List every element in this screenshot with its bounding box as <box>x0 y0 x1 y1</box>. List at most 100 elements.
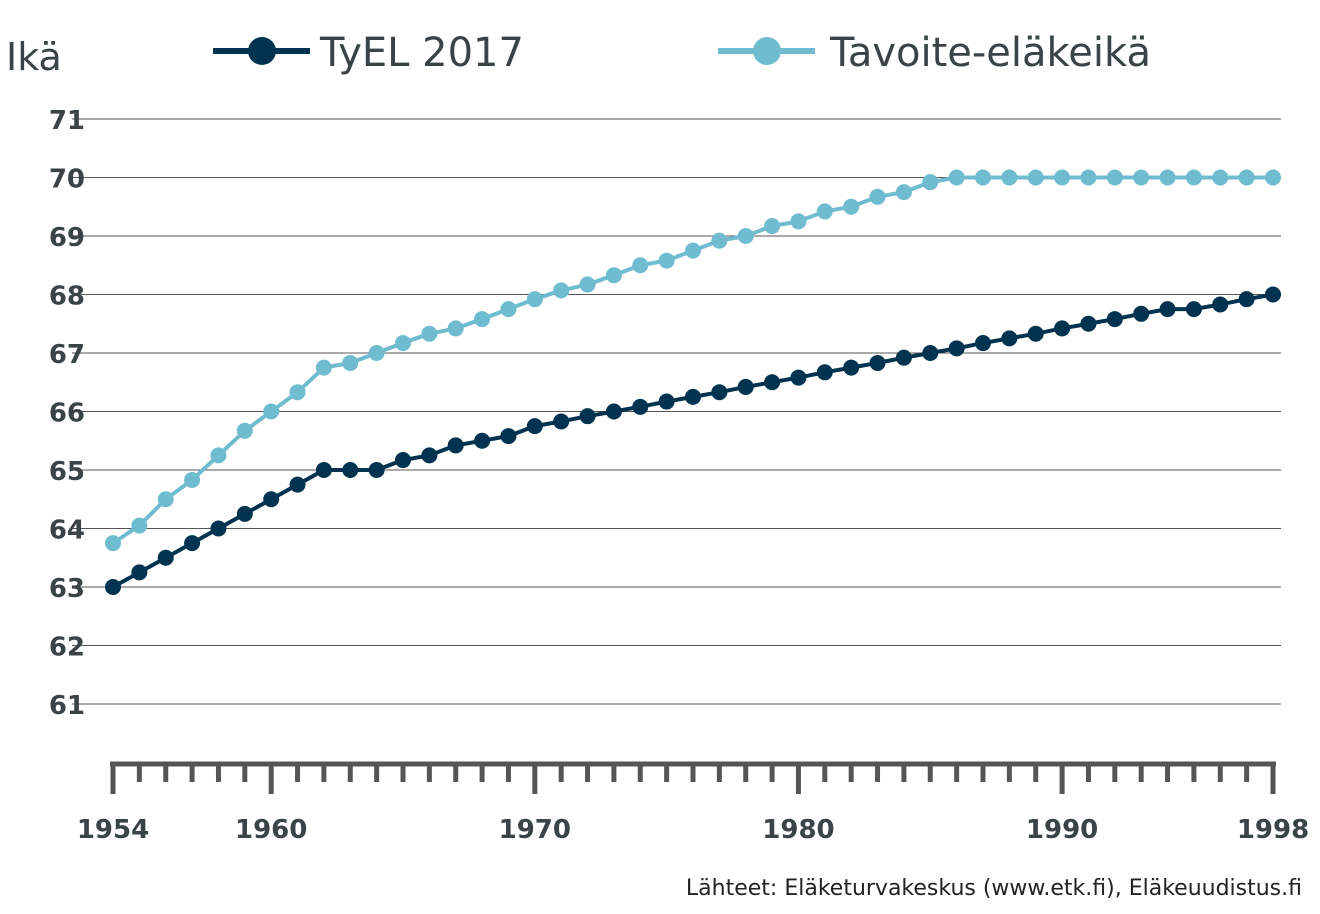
data-point <box>1212 296 1229 313</box>
data-point <box>1080 315 1097 332</box>
data-point <box>474 311 491 328</box>
legend-item-tavoite-elakeika: Tavoite-eläkeikä <box>718 30 1151 76</box>
data-point <box>500 428 517 445</box>
data-point <box>236 422 253 439</box>
data-point <box>843 359 860 376</box>
data-point <box>816 364 833 381</box>
data-point <box>342 462 359 478</box>
y-tick-label: 65 <box>49 457 85 487</box>
data-point <box>1001 169 1018 186</box>
data-point <box>1238 291 1255 308</box>
data-point <box>395 335 411 352</box>
data-point <box>790 213 807 230</box>
data-point <box>1054 169 1071 186</box>
series-line <box>112 292 1274 589</box>
gridlines <box>72 118 1281 705</box>
data-point <box>1185 301 1202 318</box>
data-point <box>553 282 570 299</box>
data-point <box>421 447 438 464</box>
data-point <box>395 452 411 469</box>
data-point <box>869 188 886 205</box>
data-point <box>210 447 227 464</box>
data-point <box>948 169 965 186</box>
data-point <box>579 408 596 425</box>
legend-marker <box>248 37 276 65</box>
y-tick-label: 71 <box>49 106 85 136</box>
data-point <box>1133 169 1150 186</box>
data-point <box>474 432 491 449</box>
data-point <box>447 320 464 337</box>
data-point <box>1159 301 1176 318</box>
y-tick-label: 70 <box>49 165 85 195</box>
data-point <box>263 403 280 420</box>
data-point <box>579 276 596 293</box>
data-point <box>526 418 543 435</box>
legend-item-tyel-2017: TyEL 2017 <box>213 30 524 76</box>
data-point <box>658 393 675 410</box>
data-point <box>1238 169 1255 186</box>
y-tick-label: 64 <box>49 516 85 546</box>
data-point <box>711 384 728 401</box>
data-point <box>553 413 570 430</box>
x-tick-label: 1980 <box>762 815 834 845</box>
data-point <box>764 374 781 391</box>
data-point <box>157 549 174 566</box>
data-point <box>895 184 912 201</box>
x-axis: 1954 1960 1970 1980 1990 1998 <box>77 761 1309 845</box>
data-point <box>737 378 754 395</box>
data-point <box>1265 169 1281 186</box>
y-tick-label: 61 <box>49 691 85 721</box>
data-point <box>368 345 385 361</box>
data-point <box>1001 330 1018 347</box>
data-point <box>869 354 886 371</box>
data-point <box>105 579 121 595</box>
data-point <box>1159 169 1176 186</box>
data-point <box>368 462 385 478</box>
data-point <box>1212 169 1229 186</box>
data-point <box>632 398 649 415</box>
data-point <box>1080 169 1097 186</box>
data-point <box>922 345 939 361</box>
data-point <box>975 169 991 186</box>
x-tick-label: 1990 <box>1026 815 1098 845</box>
data-point <box>1185 169 1202 186</box>
data-point <box>764 218 781 235</box>
y-axis-label: Ikä <box>6 35 62 79</box>
data-point <box>342 354 359 371</box>
data-point <box>1265 286 1281 303</box>
series <box>105 169 1281 595</box>
x-tick-label: 1960 <box>235 815 307 845</box>
data-point <box>1054 320 1071 337</box>
x-tick-label: 1998 <box>1237 815 1309 845</box>
data-point <box>131 564 148 581</box>
data-point <box>1027 325 1044 342</box>
data-point <box>315 359 332 376</box>
legend-label: TyEL 2017 <box>319 30 524 76</box>
data-point <box>1106 169 1123 186</box>
data-point <box>1133 305 1150 322</box>
x-tick-label: 1954 <box>77 815 149 845</box>
data-point <box>632 257 649 274</box>
y-tick-label: 68 <box>49 282 85 312</box>
data-point <box>421 325 438 342</box>
data-point <box>289 384 306 401</box>
data-point <box>605 267 622 284</box>
data-point <box>315 462 332 478</box>
data-point <box>895 349 912 366</box>
data-point <box>790 369 807 386</box>
y-tick-label: 62 <box>49 633 85 663</box>
data-point <box>289 476 306 493</box>
data-point <box>500 301 517 318</box>
data-point <box>816 203 833 220</box>
data-point <box>1027 169 1044 186</box>
x-tick-label: 1970 <box>499 815 571 845</box>
data-point <box>447 437 464 454</box>
data-point <box>948 340 965 357</box>
series-tyel-2017 <box>105 286 1281 595</box>
y-tick-label: 69 <box>49 223 85 253</box>
data-point <box>184 535 201 552</box>
data-point <box>922 174 939 191</box>
data-point <box>685 388 701 405</box>
data-point <box>236 505 253 522</box>
